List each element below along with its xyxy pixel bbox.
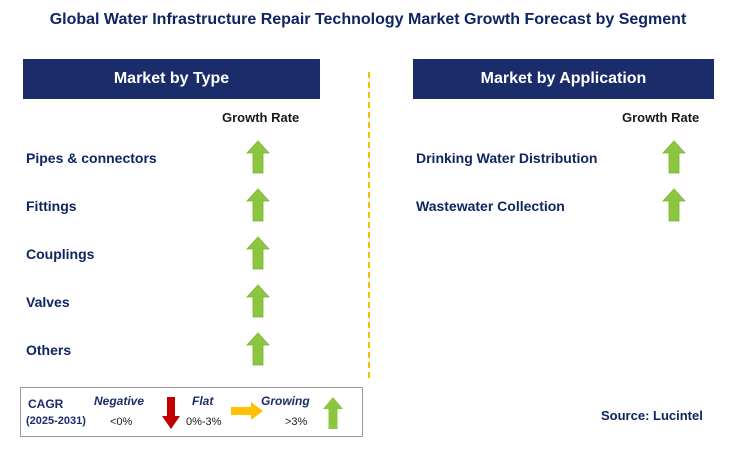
- flat-range: 0%-3%: [186, 416, 222, 428]
- market-by-application-header: Market by Application: [413, 59, 714, 99]
- growing-range: >3%: [285, 416, 308, 428]
- growing-arrow-icon: [662, 140, 686, 174]
- growing-arrow-icon: [323, 397, 343, 429]
- source-note: Source: Lucintel: [601, 408, 703, 423]
- growth-rate-label-type: Growth Rate: [222, 110, 300, 125]
- application-item-label: Wastewater Collection: [416, 198, 565, 214]
- growing-arrow-icon: [246, 236, 270, 270]
- type-item-label: Others: [26, 342, 72, 358]
- type-item-label: Pipes & connectors: [26, 150, 157, 166]
- growing-arrow-icon: [662, 188, 686, 222]
- negative-label: Negative: [94, 394, 145, 408]
- page-title: Global Water Infrastructure Repair Techn…: [49, 11, 687, 28]
- cagr-legend: CAGR (2025-2031) Negative <0% Flat 0%-3%…: [20, 387, 363, 437]
- flat-arrow-icon: [231, 402, 263, 420]
- cagr-period: (2025-2031): [26, 415, 86, 427]
- type-item-label: Couplings: [26, 246, 95, 262]
- negative-range: <0%: [110, 416, 133, 428]
- growing-arrow-icon: [246, 140, 270, 174]
- growing-label: Growing: [261, 394, 310, 408]
- flat-label: Flat: [192, 394, 214, 408]
- panel-divider: [368, 72, 370, 378]
- market-by-type-header: Market by Type: [23, 59, 320, 99]
- type-item-label: Valves: [26, 294, 70, 310]
- growth-rate-label-application: Growth Rate: [622, 110, 700, 125]
- cagr-label: CAGR: [28, 397, 64, 411]
- negative-arrow-icon: [162, 397, 180, 429]
- growing-arrow-icon: [246, 332, 270, 366]
- growing-arrow-icon: [246, 284, 270, 318]
- type-item-label: Fittings: [26, 198, 77, 214]
- application-item-label: Drinking Water Distribution: [416, 150, 598, 166]
- growing-arrow-icon: [246, 188, 270, 222]
